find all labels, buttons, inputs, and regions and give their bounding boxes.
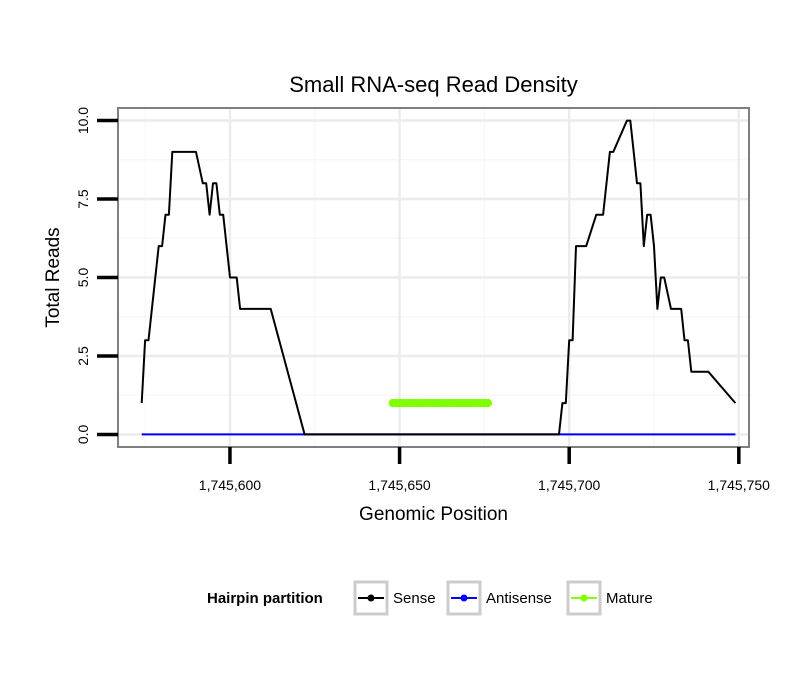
legend-label-antisense: Antisense [486, 590, 552, 607]
y-axis-title: Total Reads [43, 227, 64, 327]
x-tick-label: 1,745,700 [538, 477, 600, 493]
x-tick-label: 1,745,650 [368, 477, 430, 493]
y-tick-label: 10.0 [75, 107, 91, 134]
axes: 0.0 2.5 5.0 7.5 10.0 1,745,600 1,745,650 1,745,… [75, 107, 770, 493]
legend-label-sense: Sense [393, 590, 436, 607]
legend-key-point [460, 594, 468, 602]
y-tick-label: 7.5 [75, 189, 91, 209]
y-tick-label: 2.5 [75, 346, 91, 366]
legend-key-point [367, 594, 375, 602]
legend-title: Hairpin partition [207, 590, 323, 607]
x-axis-title: Genomic Position [359, 504, 508, 525]
legend-label-mature: Mature [606, 590, 653, 607]
grid [118, 108, 749, 447]
series-layer [140, 119, 737, 436]
x-tick-label: 1,745,600 [199, 477, 261, 493]
legend-key-point [580, 594, 588, 602]
x-tick-label: 1,745,750 [708, 477, 770, 493]
mature-point [483, 398, 492, 408]
y-tick-label: 5.0 [75, 268, 91, 288]
legend: Hairpin partition Sense Antisense Mature [207, 580, 653, 616]
y-tick-label: 0.0 [75, 425, 91, 445]
series-line-sense [140, 119, 737, 436]
chart-title: Small RNA-seq Read Density [289, 72, 578, 97]
